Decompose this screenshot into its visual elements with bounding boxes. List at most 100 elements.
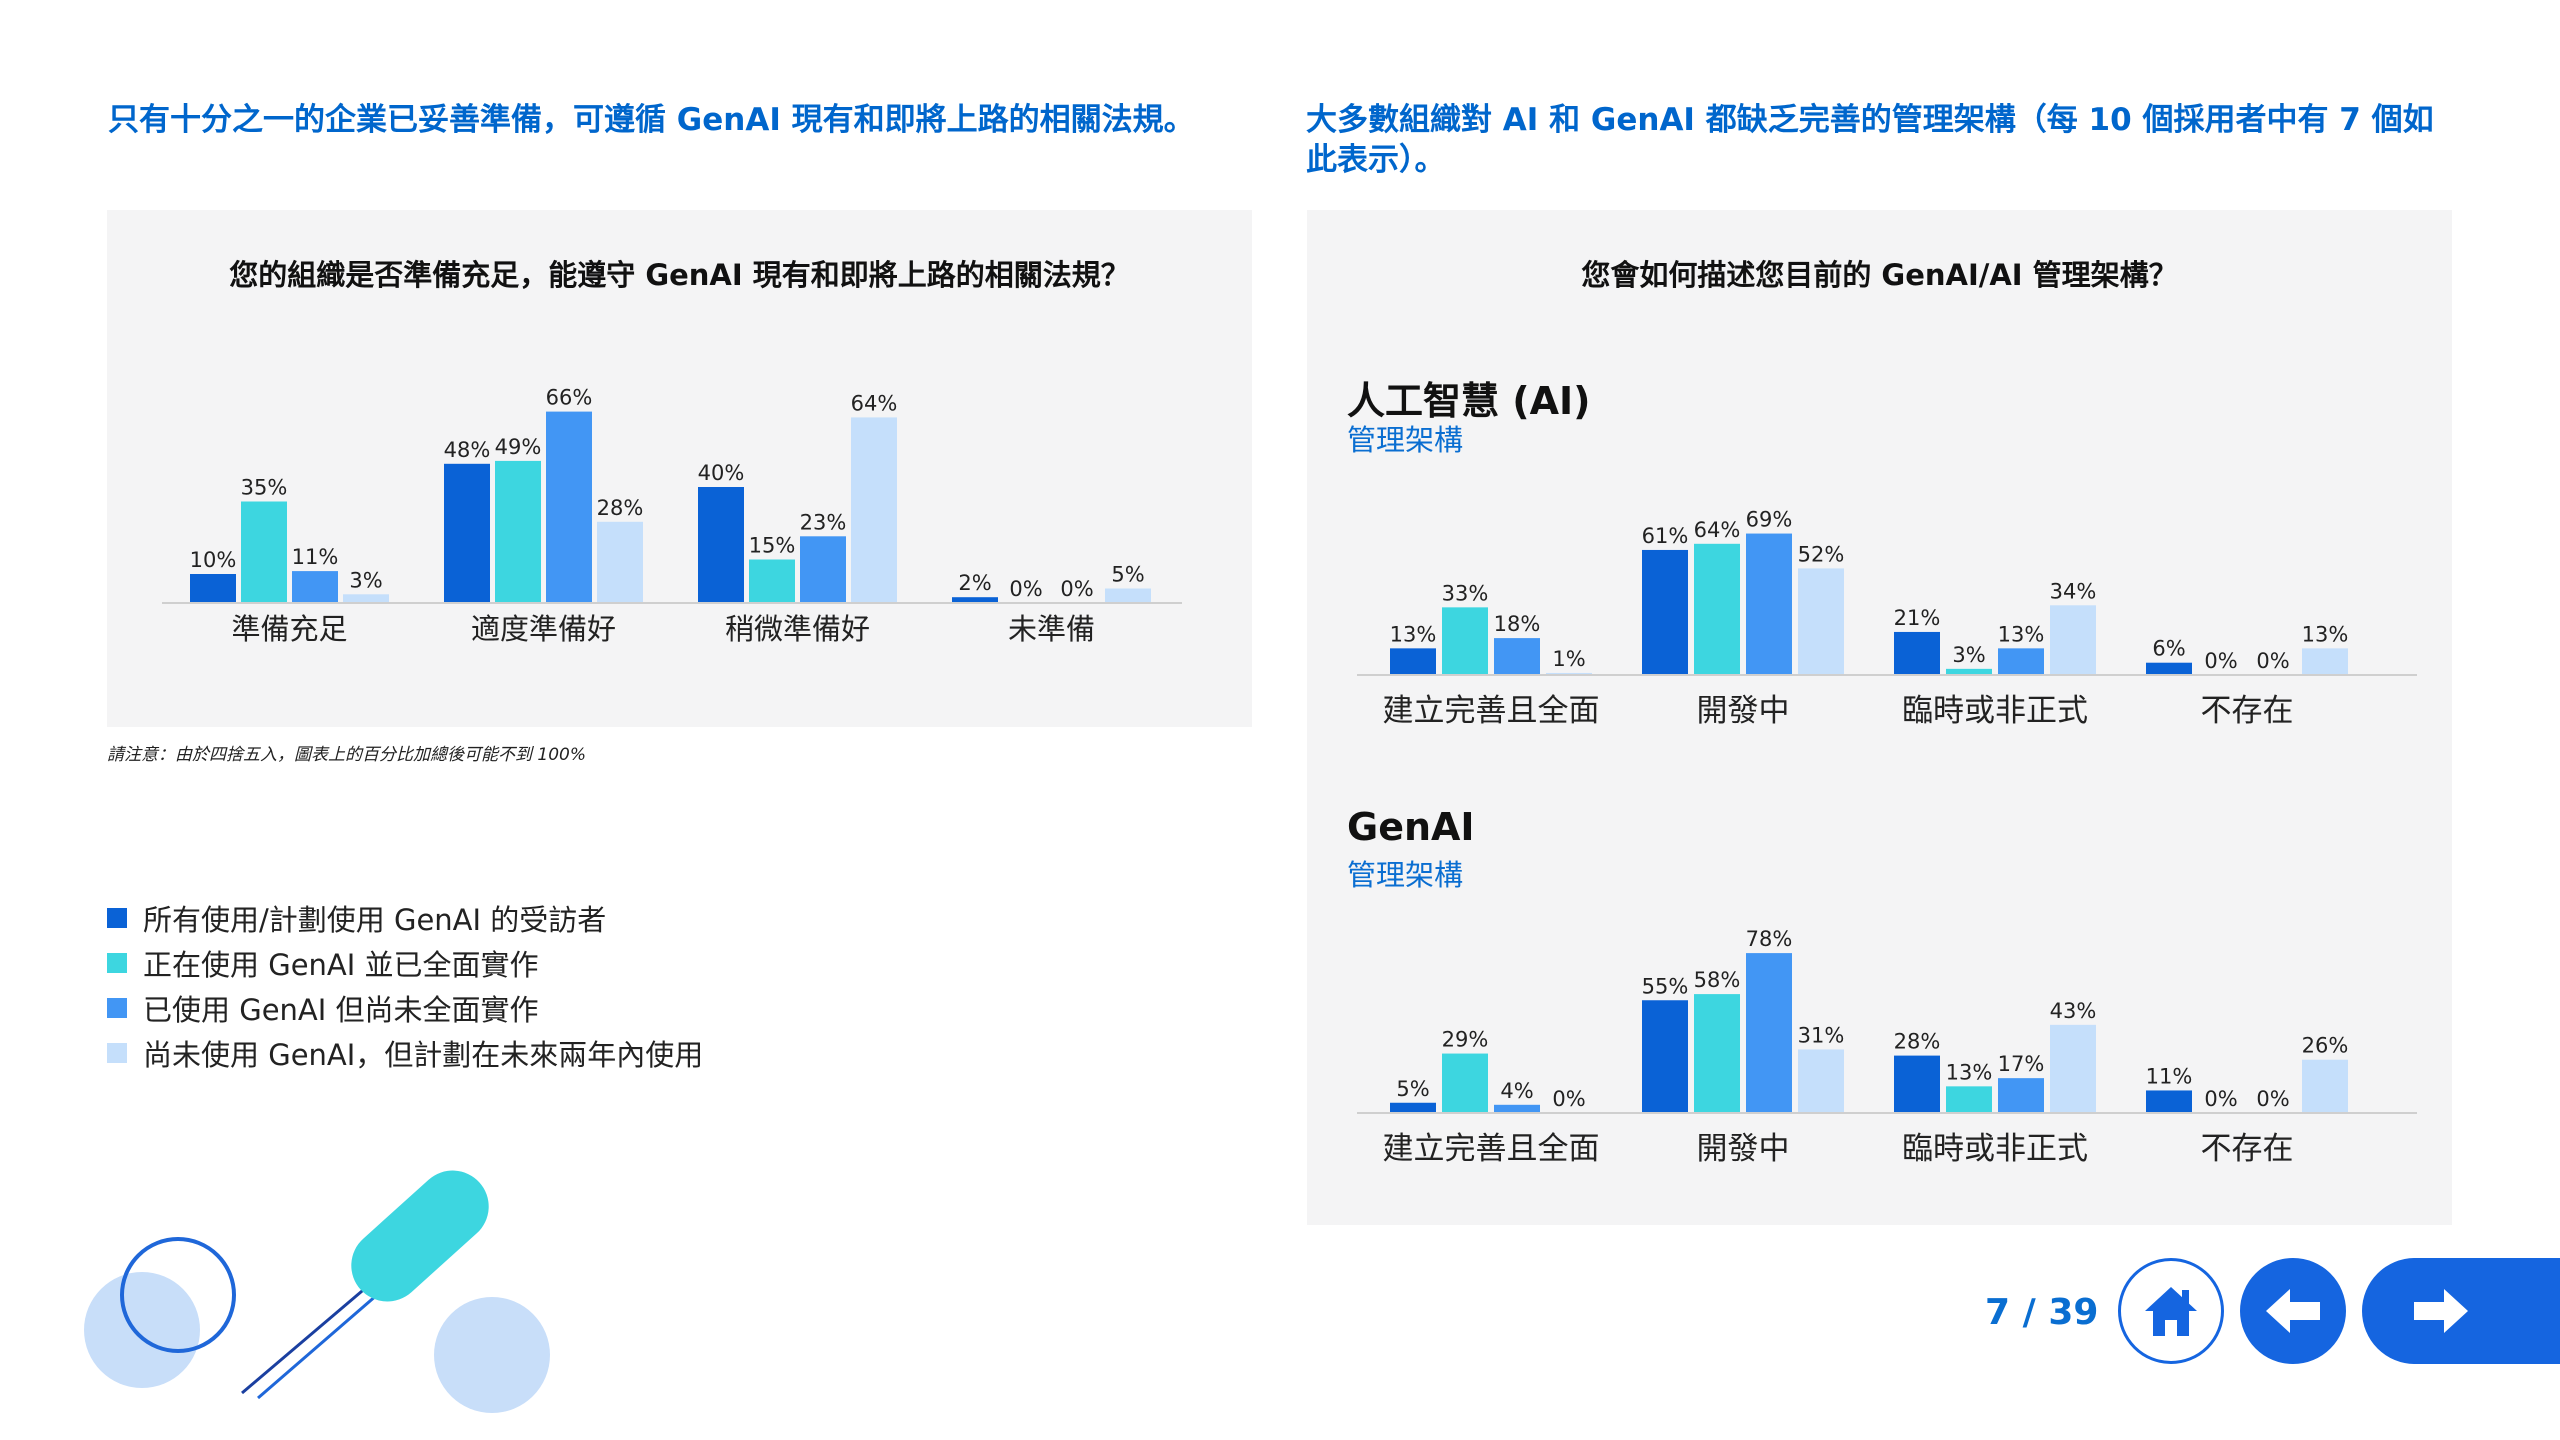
category-label: 開發中 (1697, 1131, 1790, 1167)
bar-value-label: 1% (1552, 647, 1585, 671)
bar-value-label: 5% (1111, 563, 1144, 587)
bar (1494, 638, 1540, 675)
bar (1798, 568, 1844, 675)
bar-value-label: 13% (2302, 622, 2349, 646)
bar (1390, 648, 1436, 675)
headline-left: 只有十分之一的企業已妥善準備，可遵循 GenAI 現有和即將上路的相關法規。 (108, 102, 1195, 138)
bar-value-label: 0% (1552, 1087, 1585, 1111)
next-page-button[interactable] (2362, 1258, 2560, 1364)
bar (1894, 631, 1940, 675)
panel-title-governance: 您會如何描述您目前的 GenAI/AI 管理架構？ (1581, 258, 2178, 292)
bar-group: 10% 35% 11% 3%準備充足 48% 49% 66% 28% 適度準備好 40% 15%23… (162, 386, 1182, 646)
category-label: 臨時或非正式 (1902, 1131, 2088, 1167)
category-label: 建立完善且全面 (1383, 1131, 1600, 1167)
legend-label: 正在使用 GenAI 並已全面實作 (143, 947, 539, 982)
bar-value-label: 69% (1746, 508, 1793, 532)
bar (2050, 605, 2096, 675)
genai-section-subtitle: 管理架構 (1347, 858, 1464, 892)
legend-label: 已使用 GenAI 但尚未全面實作 (143, 992, 539, 1027)
deco-circle-small (434, 1297, 550, 1413)
category-label: 稍微準備好 (725, 612, 870, 646)
category-label: 開發中 (1697, 693, 1790, 729)
arrow-left-icon (2266, 1289, 2320, 1333)
bar-value-label: 17% (1998, 1052, 2045, 1076)
bar (444, 463, 490, 603)
bar (2302, 1059, 2348, 1113)
bar-value-label: 64% (851, 391, 898, 415)
bar-value-label: 11% (292, 545, 339, 569)
deco-pill (351, 1170, 489, 1302)
ai-section-title: 人工智慧 (AI) (1347, 379, 1591, 423)
bar-value-label: 66% (546, 386, 593, 410)
legend-swatch (107, 907, 127, 928)
legend-item: 尚未使用 GenAI，但計劃在未來兩年內使用 (107, 1030, 703, 1075)
bar (1494, 1104, 1540, 1113)
bar-value-label: 40% (698, 461, 745, 485)
bar-value-label: 52% (1798, 542, 1845, 566)
bar-value-label: 2% (958, 571, 991, 595)
bar-value-label: 13% (1390, 622, 1437, 646)
deco-circle-outline (120, 1237, 236, 1353)
bar (1746, 533, 1792, 675)
home-button[interactable] (2118, 1258, 2224, 1364)
bar-value-label: 78% (1746, 927, 1793, 951)
bar (952, 597, 998, 603)
bar-value-label: 49% (495, 435, 542, 459)
legend-item: 正在使用 GenAI 並已全面實作 (107, 940, 703, 985)
bar-value-label: 3% (349, 568, 382, 592)
category-label: 不存在 (2201, 1131, 2294, 1167)
bar (1546, 672, 1592, 675)
bar (1798, 1049, 1844, 1113)
bar-value-label: 48% (444, 438, 491, 462)
bar (343, 594, 389, 603)
legend-swatch (107, 997, 127, 1018)
genai-section-title: GenAI (1347, 805, 1475, 849)
bar (241, 501, 287, 603)
bar-value-label: 5% (1396, 1077, 1429, 1101)
bar (495, 460, 541, 603)
category-label: 建立完善且全面 (1383, 693, 1600, 729)
bar-value-label: 3% (1952, 643, 1985, 667)
bar (597, 521, 643, 603)
legend-swatch (107, 952, 127, 973)
deco-stick-light (257, 1286, 386, 1400)
page-current: 7 (1985, 1292, 2011, 1333)
bar-value-label: 6% (2152, 637, 2185, 661)
bar-value-label: 18% (1494, 612, 1541, 636)
bar (851, 417, 897, 603)
bar-value-label: 64% (1694, 518, 1741, 542)
legend-item: 所有使用/計劃使用 GenAI 的受訪者 (107, 895, 703, 940)
page-indicator: 7 / 39 (1985, 1292, 2098, 1333)
bar (546, 411, 592, 603)
bar-value-label: 35% (241, 476, 288, 500)
bar-value-label: 21% (1894, 606, 1941, 630)
bar-value-label: 0% (2256, 1087, 2289, 1111)
page-separator: / (2022, 1292, 2036, 1333)
bar-value-label: 34% (2050, 579, 2097, 603)
page-total: 39 (2048, 1292, 2099, 1333)
bar-value-label: 13% (1946, 1060, 1993, 1084)
bar (1694, 543, 1740, 675)
ai-section-subtitle: 管理架構 (1347, 423, 1464, 457)
legend-label: 尚未使用 GenAI，但計劃在未來兩年內使用 (143, 1037, 704, 1072)
bar (1442, 607, 1488, 675)
bar-value-label: 10% (190, 548, 237, 572)
bar (1998, 1078, 2044, 1113)
legend: 所有使用/計劃使用 GenAI 的受訪者 正在使用 GenAI 並已全面實作 已… (107, 895, 703, 1075)
bar (1642, 1000, 1688, 1113)
category-label: 適度準備好 (471, 612, 616, 646)
bar-value-label: 28% (597, 496, 644, 520)
bar-value-label: 23% (800, 510, 847, 534)
bar-value-label: 55% (1642, 974, 1689, 998)
bar (292, 571, 338, 603)
bar-value-label: 0% (2204, 1087, 2237, 1111)
previous-page-button[interactable] (2240, 1258, 2346, 1364)
headline-right: 大多數組織對 AI 和 GenAI 都缺乏完善的管理架構（每 10 個採用者中有… (1306, 102, 2434, 178)
chart-panel-governance: 您會如何描述您目前的 GenAI/AI 管理架構？ 人工智慧 (AI) 管理架構… (1307, 210, 2452, 1225)
category-label: 不存在 (2201, 693, 2294, 729)
bar (1390, 1102, 1436, 1113)
bar-value-label: 0% (2256, 649, 2289, 673)
bar (1694, 994, 1740, 1113)
